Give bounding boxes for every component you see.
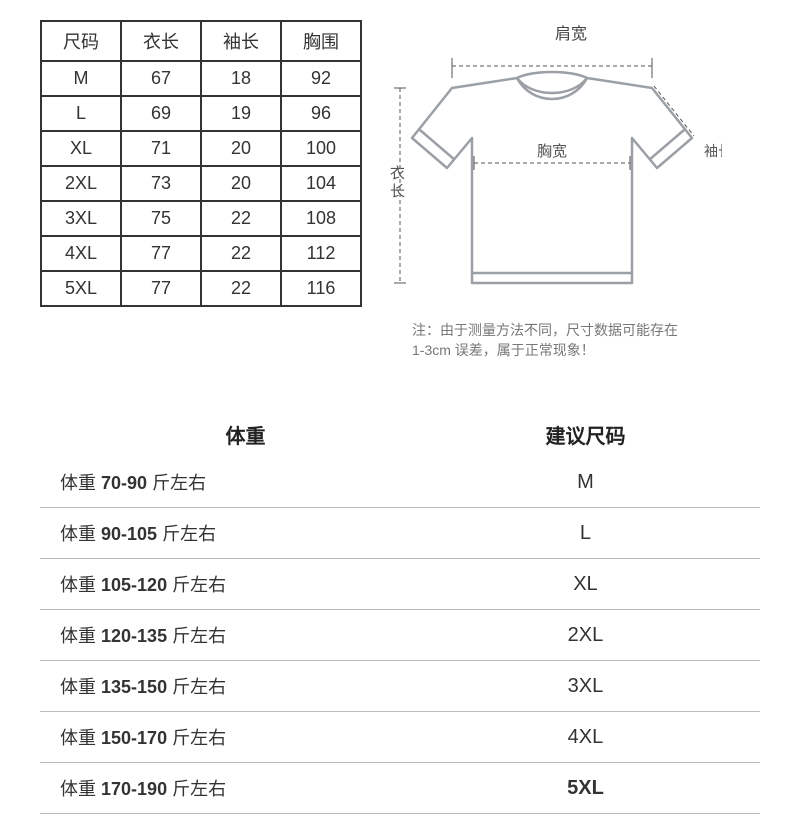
header-weight: 体重 bbox=[60, 420, 431, 449]
tshirt-diagram: 肩宽 bbox=[382, 20, 760, 360]
header-suggested-size: 建议尺码 bbox=[431, 420, 740, 449]
weight-row: 体重 120-135 斤左右 2XL bbox=[40, 610, 760, 661]
suggested-size: 5XL bbox=[431, 777, 740, 800]
suggested-size: M bbox=[431, 471, 740, 494]
tshirt-svg: 胸宽 袖长 衣 长 bbox=[382, 48, 722, 308]
weight-row: 体重 90-105 斤左右 L bbox=[40, 508, 760, 559]
col-chest: 胸围 bbox=[281, 21, 361, 61]
chest-width-label: 胸宽 bbox=[537, 143, 567, 160]
suggested-size: L bbox=[431, 522, 740, 545]
weight-row: 体重 150-170 斤左右 4XL bbox=[40, 712, 760, 763]
size-table: 尺码 衣长 袖长 胸围 M 67 18 92 L 69 19 96 XL 71 bbox=[40, 20, 362, 307]
table-row: L 69 19 96 bbox=[41, 96, 361, 131]
suggested-size: 3XL bbox=[431, 675, 740, 698]
table-row: 3XL 75 22 108 bbox=[41, 201, 361, 236]
table-row: M 67 18 92 bbox=[41, 61, 361, 96]
weight-row: 体重 105-120 斤左右 XL bbox=[40, 559, 760, 610]
measurement-note: 注：由于测量方法不同，尺寸数据可能存在 1-3cm 误差，属于正常现象！ bbox=[382, 321, 760, 360]
shoulder-width-label: 肩宽 bbox=[382, 20, 760, 44]
weight-row: 体重 135-150 斤左右 3XL bbox=[40, 661, 760, 712]
body-length-label-2: 长 bbox=[390, 183, 405, 200]
suggested-size: 4XL bbox=[431, 726, 740, 749]
col-length: 衣长 bbox=[121, 21, 201, 61]
suggested-size: 2XL bbox=[431, 624, 740, 647]
weight-table-header: 体重 建议尺码 bbox=[40, 420, 760, 457]
body-length-label-1: 衣 bbox=[390, 165, 405, 182]
weight-row: 体重 170-190 斤左右 5XL bbox=[40, 763, 760, 814]
weight-row: 体重 70-90 斤左右 M bbox=[40, 457, 760, 508]
weight-recommendation-table: 体重 建议尺码 体重 70-90 斤左右 M 体重 90-105 斤左右 L 体… bbox=[40, 420, 760, 814]
suggested-size: XL bbox=[431, 573, 740, 596]
col-sleeve: 袖长 bbox=[201, 21, 281, 61]
col-size: 尺码 bbox=[41, 21, 121, 61]
top-section: 尺码 衣长 袖长 胸围 M 67 18 92 L 69 19 96 XL 71 bbox=[40, 20, 760, 360]
table-row: 5XL 77 22 116 bbox=[41, 271, 361, 306]
size-table-header-row: 尺码 衣长 袖长 胸围 bbox=[41, 21, 361, 61]
table-row: XL 71 20 100 bbox=[41, 131, 361, 166]
sleeve-length-label: 袖长 bbox=[704, 143, 722, 159]
table-row: 4XL 77 22 112 bbox=[41, 236, 361, 271]
table-row: 2XL 73 20 104 bbox=[41, 166, 361, 201]
